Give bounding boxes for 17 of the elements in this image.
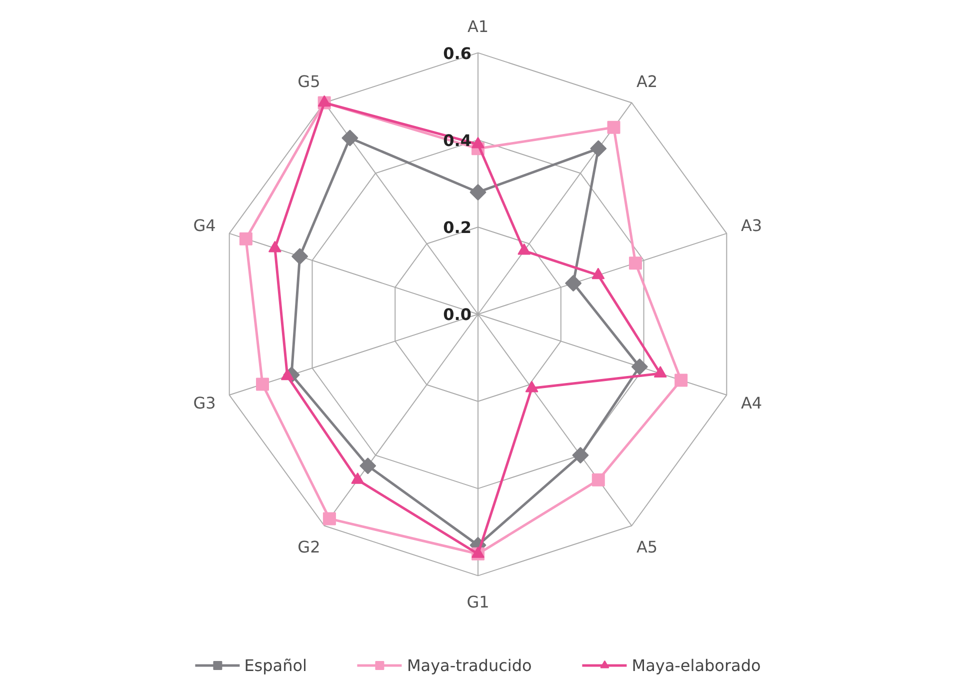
legend-label: Maya-elaborado <box>632 656 761 674</box>
spoke-label: G3 <box>193 394 216 413</box>
y-tick-label: 0.4 <box>443 130 472 150</box>
spoke-label: A4 <box>740 394 762 413</box>
spoke-label: A2 <box>636 72 658 92</box>
spoke-label: G2 <box>298 537 320 556</box>
spoke-label: A5 <box>636 537 658 556</box>
y-tick-label: 0.0 <box>443 305 472 324</box>
spoke-label: G5 <box>298 72 320 92</box>
spoke-label: G4 <box>193 216 216 235</box>
y-tick-label: 0.2 <box>443 218 472 238</box>
legend-label: Español <box>244 656 307 674</box>
spoke-label: G1 <box>466 592 490 612</box>
spoke-label: A1 <box>467 17 489 36</box>
y-tick-label: 0.6 <box>443 44 472 63</box>
legend-label: Maya-traducido <box>406 656 532 674</box>
spoke-label: A3 <box>740 216 762 235</box>
